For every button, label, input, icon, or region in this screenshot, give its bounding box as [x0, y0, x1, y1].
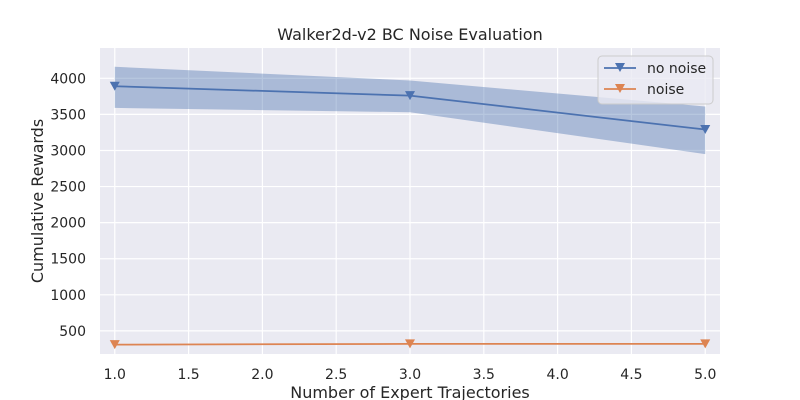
legend-label-noise: noise — [647, 82, 684, 98]
x-axis-title: Number of Expert Trajectories — [290, 383, 530, 400]
x-tick-labels: 1.0 1.5 2.0 2.5 3.0 3.5 4.0 4.5 5.0 — [104, 367, 717, 383]
marker-no-noise — [700, 125, 711, 135]
y-tick-label: 4000 — [50, 71, 86, 87]
y-tick-label: 500 — [59, 324, 86, 340]
legend-label-no-noise: no noise — [647, 61, 706, 77]
x-tick-label: 1.5 — [177, 367, 199, 383]
y-tick-label: 2000 — [50, 216, 86, 232]
y-tick-label: 2500 — [50, 180, 86, 196]
marker-noise — [109, 340, 120, 350]
y-axis-title: Cumulative Rewards — [28, 119, 47, 283]
band-no-noise — [114, 66, 706, 155]
x-tick-label: 5.0 — [694, 367, 716, 383]
x-tick-label: 3.0 — [399, 367, 421, 383]
y-tick-label: 3000 — [50, 143, 86, 159]
marker-noise — [405, 339, 415, 349]
y-tick-labels: 500 1000 1500 2000 2500 3000 3500 4000 — [50, 71, 86, 340]
y-tick-label: 1000 — [50, 288, 86, 304]
x-tick-label: 4.0 — [546, 367, 568, 383]
chart-title: Walker2d-v2 BC Noise Evaluation — [277, 25, 542, 44]
x-tick-label: 2.5 — [325, 367, 347, 383]
x-tick-label: 3.5 — [473, 367, 495, 383]
y-tick-label: 3500 — [50, 107, 86, 123]
marker-noise — [700, 339, 711, 349]
marker-no-noise — [109, 81, 120, 91]
legend: no noise noise — [597, 55, 714, 105]
marker-no-noise — [405, 91, 415, 101]
legend-marker-no-noise — [615, 63, 625, 72]
x-tick-label: 1.0 — [104, 367, 126, 383]
y-tick-label: 1500 — [50, 252, 86, 268]
x-tick-label: 2.0 — [251, 367, 273, 383]
x-tick-label: 4.5 — [620, 367, 642, 383]
y-gridlines — [100, 77, 720, 332]
legend-marker-noise — [615, 84, 625, 93]
series-markers — [109, 81, 711, 350]
